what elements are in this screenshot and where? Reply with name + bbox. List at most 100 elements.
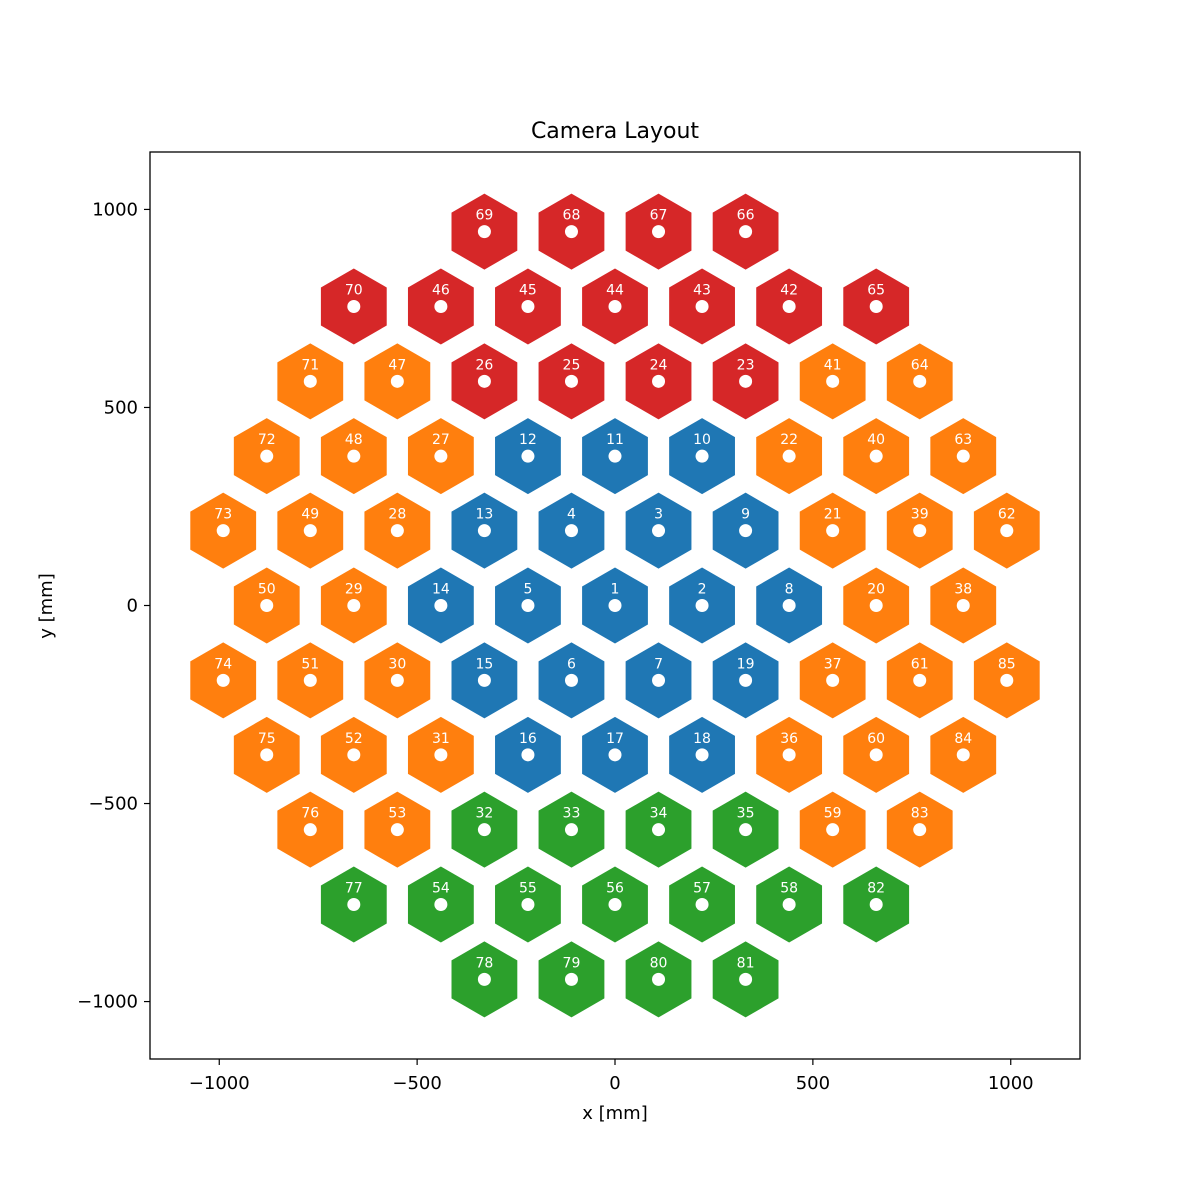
hex-module-58: 58: [756, 866, 823, 943]
module-center-point: [956, 599, 970, 612]
module-center-point: [782, 898, 796, 912]
module-center-point: [347, 748, 361, 762]
module-id-label: 51: [301, 656, 319, 672]
module-id-label: 18: [693, 731, 711, 747]
hex-module-48: 48: [320, 418, 387, 495]
hex-module-44: 44: [582, 268, 648, 345]
module-id-label: 83: [911, 806, 929, 822]
module-center-point: [695, 748, 709, 762]
hex-module-27: 27: [407, 418, 474, 495]
module-center-point: [652, 972, 666, 986]
hex-module-40: 40: [843, 418, 910, 495]
module-center-point: [652, 673, 666, 687]
module-center-point: [652, 524, 666, 538]
module-center-point: [303, 823, 317, 837]
module-id-label: 71: [301, 357, 319, 373]
module-center-point: [739, 225, 753, 239]
module-center-point: [390, 524, 404, 538]
module-center-point: [564, 225, 578, 239]
hex-module-43: 43: [669, 268, 735, 345]
x-tick-label: −1000: [189, 1073, 250, 1094]
hex-module-10: 10: [669, 418, 735, 495]
module-id-label: 42: [780, 282, 798, 298]
hex-module-79: 79: [538, 941, 605, 1018]
module-id-label: 30: [388, 656, 406, 672]
hex-module-29: 29: [320, 567, 387, 644]
hex-module-17: 17: [582, 716, 648, 793]
hex-module-41: 41: [799, 343, 866, 420]
hex-module-22: 22: [756, 418, 823, 495]
hex-module-38: 38: [930, 567, 997, 644]
module-id-label: 35: [737, 806, 755, 822]
module-center-point: [521, 299, 535, 313]
module-center-point: [739, 823, 753, 837]
module-center-point: [826, 524, 840, 538]
module-center-point: [521, 748, 535, 762]
module-id-label: 50: [258, 582, 276, 598]
hex-module-68: 68: [538, 193, 605, 270]
module-id-label: 57: [693, 881, 711, 897]
module-center-point: [347, 599, 361, 612]
hex-module-13: 13: [451, 492, 518, 569]
module-center-point: [303, 673, 317, 687]
module-id-label: 21: [824, 507, 842, 523]
module-id-label: 85: [998, 656, 1016, 672]
module-id-label: 25: [563, 357, 581, 373]
hex-module-47: 47: [364, 343, 431, 420]
module-center-point: [739, 972, 753, 986]
module-center-point: [652, 374, 666, 388]
module-center-point: [216, 524, 230, 538]
module-center-point: [782, 449, 796, 463]
module-id-label: 10: [693, 432, 711, 448]
module-center-point: [564, 524, 578, 538]
module-center-point: [652, 225, 666, 239]
module-id-label: 6: [567, 656, 576, 672]
module-id-label: 4: [567, 507, 576, 523]
module-id-label: 77: [345, 881, 363, 897]
module-center-point: [260, 599, 274, 612]
module-id-label: 68: [563, 208, 581, 224]
hex-module-55: 55: [495, 866, 561, 943]
module-center-point: [390, 823, 404, 837]
y-axis-label: y [mm]: [36, 573, 57, 639]
hex-module-20: 20: [843, 567, 910, 644]
module-id-label: 17: [606, 731, 624, 747]
module-id-label: 48: [345, 432, 363, 448]
module-id-label: 22: [780, 432, 798, 448]
module-center-point: [913, 374, 927, 388]
hex-module-74: 74: [190, 642, 257, 719]
hex-module-69: 69: [451, 193, 518, 270]
hex-module-51: 51: [277, 642, 344, 719]
module-center-point: [521, 449, 535, 463]
hex-module-67: 67: [625, 193, 692, 270]
hex-module-42: 42: [756, 268, 823, 345]
hex-module-32: 32: [451, 791, 518, 868]
hex-module-24: 24: [625, 343, 692, 420]
module-id-label: 40: [867, 432, 885, 448]
module-center-point: [477, 524, 491, 538]
hex-module-46: 46: [407, 268, 474, 345]
hex-module-66: 66: [712, 193, 779, 270]
module-center-point: [347, 449, 361, 463]
x-tick-label: 0: [609, 1073, 620, 1094]
hex-module-23: 23: [712, 343, 779, 420]
module-id-label: 29: [345, 582, 363, 598]
module-center-point: [869, 299, 883, 313]
module-center-point: [608, 299, 622, 313]
module-center-point: [826, 673, 840, 687]
module-id-label: 19: [737, 656, 755, 672]
module-center-point: [347, 898, 361, 912]
hex-module-82: 82: [843, 866, 910, 943]
module-center-point: [956, 748, 970, 762]
hex-module-30: 30: [364, 642, 431, 719]
module-id-label: 63: [954, 432, 972, 448]
hex-module-49: 49: [277, 492, 344, 569]
hex-module-64: 64: [886, 343, 953, 420]
module-center-point: [477, 823, 491, 837]
module-id-label: 80: [650, 955, 668, 971]
module-id-label: 24: [650, 357, 668, 373]
hex-module-85: 85: [973, 642, 1040, 719]
module-center-point: [564, 972, 578, 986]
module-id-label: 72: [258, 432, 276, 448]
